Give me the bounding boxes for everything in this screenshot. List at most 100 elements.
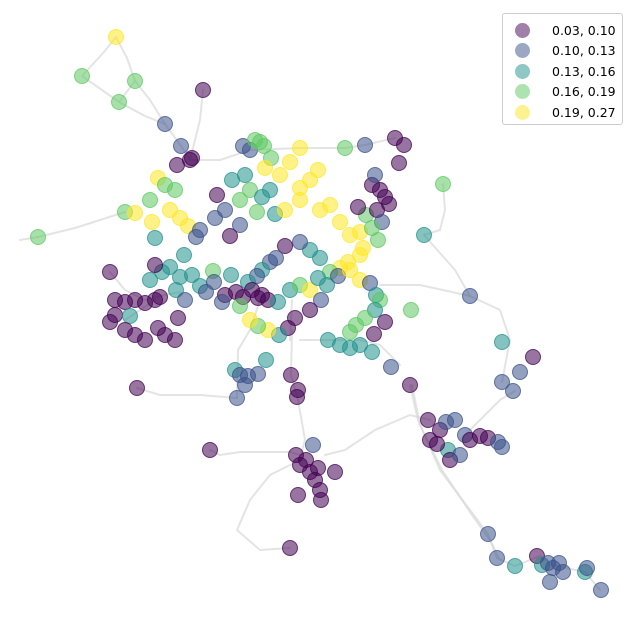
street-edge (209, 449, 301, 456)
legend-item-5: 0.19, 0.27 (511, 102, 616, 123)
street-edge (379, 284, 511, 383)
legend-label: 0.13, 0.16 (552, 63, 616, 79)
network-node (337, 140, 353, 156)
network-node (480, 526, 496, 542)
network-node (232, 217, 248, 233)
network-node (370, 232, 386, 248)
legend-item-3: 0.13, 0.16 (511, 61, 616, 82)
network-node (206, 274, 222, 290)
network-node (494, 439, 510, 455)
street-edge (81, 36, 136, 103)
network-node (167, 332, 183, 348)
network-node (402, 377, 418, 393)
network-node (207, 210, 223, 226)
network-node (270, 294, 286, 310)
legend-item-1: 0.03, 0.10 (511, 20, 616, 41)
network-node (289, 389, 305, 405)
street-edge (134, 80, 166, 125)
network-node (102, 264, 118, 280)
network-node (366, 326, 382, 342)
network-node (282, 540, 298, 556)
network-node (505, 383, 521, 399)
network-node (305, 437, 321, 453)
network-node (462, 288, 478, 304)
network-node (202, 442, 218, 458)
street-edge (411, 384, 501, 561)
legend-label: 0.16, 0.19 (552, 84, 616, 100)
network-node (322, 197, 338, 213)
network-node (302, 302, 318, 318)
network-node (593, 582, 609, 598)
street-edge (37, 211, 126, 238)
network-node (452, 447, 468, 463)
network-node (102, 314, 118, 330)
network-node (229, 390, 245, 406)
network-node (242, 312, 258, 328)
network-node (142, 192, 158, 208)
network-node (489, 550, 505, 566)
network-node (555, 564, 571, 580)
legend: 0.03, 0.10 0.10, 0.13 0.13, 0.16 0.16, 0… (502, 13, 623, 125)
network-node (525, 349, 541, 365)
network-node (272, 167, 288, 183)
legend-marker-icon (515, 63, 530, 79)
network-node (122, 308, 138, 324)
legend-marker-icon (515, 84, 530, 100)
legend-marker-icon (515, 104, 530, 120)
network-node (137, 332, 153, 348)
network-node (188, 229, 204, 245)
network-node (352, 247, 368, 263)
street-edge (136, 387, 238, 399)
network-node (108, 29, 124, 45)
network-node (342, 262, 358, 278)
network-node (170, 310, 186, 326)
network-node (209, 187, 225, 203)
network-node (494, 374, 510, 390)
network-node (144, 214, 160, 230)
legend-item-2: 0.10, 0.13 (511, 41, 616, 62)
network-node (447, 412, 463, 428)
network-node (232, 192, 248, 208)
network-node (292, 140, 308, 156)
network-node (282, 154, 298, 170)
street-edge (236, 459, 301, 551)
network-node (383, 359, 399, 375)
street-edge (423, 234, 471, 297)
network-node (391, 155, 407, 171)
network-node (292, 192, 308, 208)
network-node (420, 412, 436, 428)
network-node (169, 157, 185, 173)
network-node (74, 68, 90, 84)
network-node (173, 138, 189, 154)
network-node (177, 292, 193, 308)
network-node (157, 116, 173, 132)
network-node (364, 344, 380, 360)
network-node (152, 289, 168, 305)
network-node (403, 302, 419, 318)
network-node (127, 73, 143, 89)
network-node (396, 137, 412, 153)
legend-item-4: 0.16, 0.19 (511, 82, 616, 103)
network-node (332, 214, 348, 230)
network-node (195, 82, 211, 98)
network-node (319, 277, 335, 293)
network-node (377, 314, 393, 330)
network-node (277, 202, 293, 218)
network-node (342, 324, 358, 340)
network-node (147, 257, 163, 273)
network-node (327, 464, 343, 480)
legend-label: 0.10, 0.13 (552, 43, 616, 59)
network-node (332, 337, 348, 353)
network-node (176, 247, 192, 263)
legend-label: 0.19, 0.27 (552, 104, 616, 120)
network-node (237, 377, 253, 393)
network-node (313, 492, 329, 508)
network-node (223, 267, 239, 283)
network-node (250, 366, 266, 382)
network-node (416, 227, 432, 243)
network-node (256, 138, 272, 154)
network-nodes (30, 29, 609, 598)
street-edge (189, 89, 204, 161)
network-node (111, 94, 127, 110)
legend-marker-icon (515, 22, 530, 38)
